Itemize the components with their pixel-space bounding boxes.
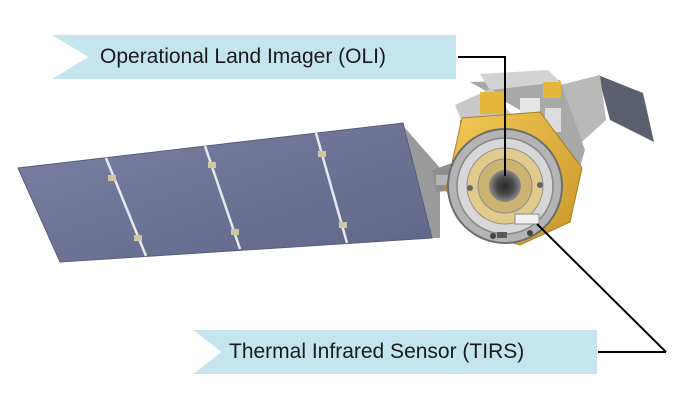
oli-leader-line [458, 56, 506, 176]
panel-hinge [339, 222, 347, 228]
solar-array-shadow [405, 128, 440, 238]
instrument-module [445, 82, 583, 246]
secondary-solar-panel [598, 75, 654, 142]
oli-lens [489, 170, 521, 202]
panel-hinge [134, 235, 142, 241]
solar-array [17, 122, 440, 263]
oli-label: Operational Land Imager (OLI) [52, 35, 456, 79]
solar-array-panel [17, 122, 433, 263]
panel-hinge [318, 151, 326, 157]
panel-hinge [108, 175, 116, 181]
tirs-leader-line [536, 223, 667, 353]
tirs-label: Thermal Infrared Sensor (TIRS) [193, 330, 597, 374]
panel-hinge [231, 229, 239, 235]
panel-hinge [208, 162, 216, 168]
